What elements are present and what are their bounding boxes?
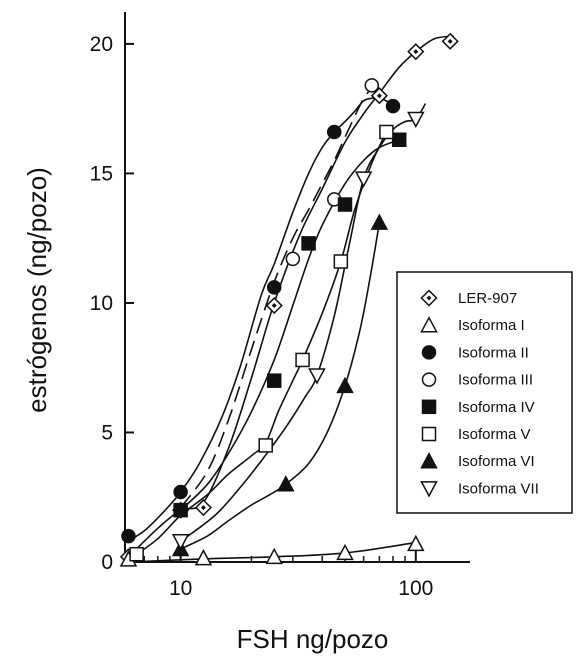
point-isoforma-vii — [171, 534, 190, 551]
point-isoforma-i — [194, 549, 213, 566]
curve-isoforma-iv — [180, 139, 400, 511]
point-isoforma-i — [407, 534, 425, 552]
x-tick-label: 10 — [169, 577, 192, 600]
point-isoforma-iii — [364, 78, 380, 93]
x-tick-label: 100 — [398, 577, 433, 600]
point-isoforma-i — [336, 543, 354, 561]
point-isoforma-iv — [337, 197, 353, 212]
y-tick-label: 10 — [90, 292, 113, 315]
point-isoforma-vii — [308, 368, 326, 385]
legend-label-isoforma-ii: Isoforma II — [458, 344, 529, 361]
diamond-center — [413, 49, 419, 55]
point-isoforma-iv — [173, 502, 188, 518]
point-ler-907 — [370, 87, 388, 105]
point-isoforma-ii — [173, 484, 188, 500]
point-isoforma-ii — [266, 280, 282, 295]
point-isoforma-v — [379, 124, 394, 140]
fitted-curves — [127, 35, 454, 563]
x-axis-title: FSH ng/pozo — [237, 624, 389, 654]
curve-isoforma-vii — [180, 103, 427, 542]
point-isoforma-v — [258, 438, 273, 453]
point-ler-907 — [194, 499, 212, 517]
y-tick-label: 5 — [101, 421, 113, 444]
point-isoforma-v — [333, 254, 349, 269]
point-isoforma-i — [265, 547, 283, 565]
diamond-center — [376, 93, 382, 99]
y-tick-label: 20 — [90, 33, 113, 56]
point-ler-907 — [265, 296, 283, 315]
point-isoforma-vi — [370, 213, 389, 230]
point-isoforma-vi — [277, 475, 295, 492]
point-isoforma-v — [295, 352, 310, 368]
curve-isoforma-ii — [128, 97, 394, 542]
axes: 0 5 10 15 20 10 100 FSH ng/pozo estrógenos (ng/p… — [22, 12, 470, 654]
diamond-center — [271, 303, 277, 309]
legend-marker-isoforma-vi — [420, 452, 438, 469]
legend-marker-isoforma-vii — [420, 481, 438, 498]
legend: LER-907 Isoforma I Isoforma II Isoforma III… — [396, 271, 573, 514]
diamond-center — [447, 38, 453, 44]
point-isoforma-vi — [336, 376, 354, 394]
legend-box — [396, 271, 573, 514]
curve-isoforma-v — [136, 131, 388, 555]
point-isoforma-iii — [285, 251, 301, 267]
point-ler-907 — [407, 43, 425, 61]
legend-label-isoforma-iii: Isoforma III — [458, 372, 533, 389]
legend-label-ler-907: LER-907 — [458, 290, 517, 307]
y-tick-label: 15 — [90, 162, 113, 185]
point-isoforma-ii — [327, 124, 342, 140]
curve-isoforma-vi — [180, 222, 381, 550]
point-ler-907 — [441, 32, 459, 50]
point-isoforma-v — [129, 546, 144, 562]
legend-label-isoforma-iv: Isoforma IV — [458, 399, 535, 416]
legend-label-isoforma-v: Isoforma V — [458, 426, 531, 443]
point-isoforma-vii — [407, 111, 425, 129]
diamond-center — [426, 295, 432, 301]
point-isoforma-vii — [354, 171, 373, 188]
curve-ler-907 — [127, 35, 454, 558]
y-axis-title: estrógenos (ng/pozo) — [22, 167, 52, 413]
y-tick-label: 0 — [101, 551, 113, 574]
legend-marker-isoforma-ii — [421, 345, 437, 360]
point-isoforma-iv — [266, 373, 282, 388]
legend-label-isoforma-vii: Isoforma VII — [458, 480, 539, 497]
legend-marker-isoforma-v — [421, 426, 437, 442]
diamond-center — [200, 505, 206, 511]
data-markers — [119, 32, 459, 567]
point-isoforma-iv — [301, 236, 316, 251]
legend-marker-isoforma-iii — [421, 372, 437, 387]
point-isoforma-ii — [121, 528, 136, 544]
legend-marker-ler-907 — [420, 289, 438, 307]
legend-label-isoforma-vi: Isoforma VI — [458, 453, 535, 470]
curve-isoforma-iii — [179, 87, 373, 509]
legend-marker-isoforma-iv — [421, 399, 437, 415]
legend-label-isoforma-i: Isoforma I — [458, 317, 525, 334]
legend-marker-isoforma-i — [420, 316, 438, 333]
point-isoforma-iv — [391, 132, 407, 148]
point-isoforma-ii — [385, 98, 401, 114]
